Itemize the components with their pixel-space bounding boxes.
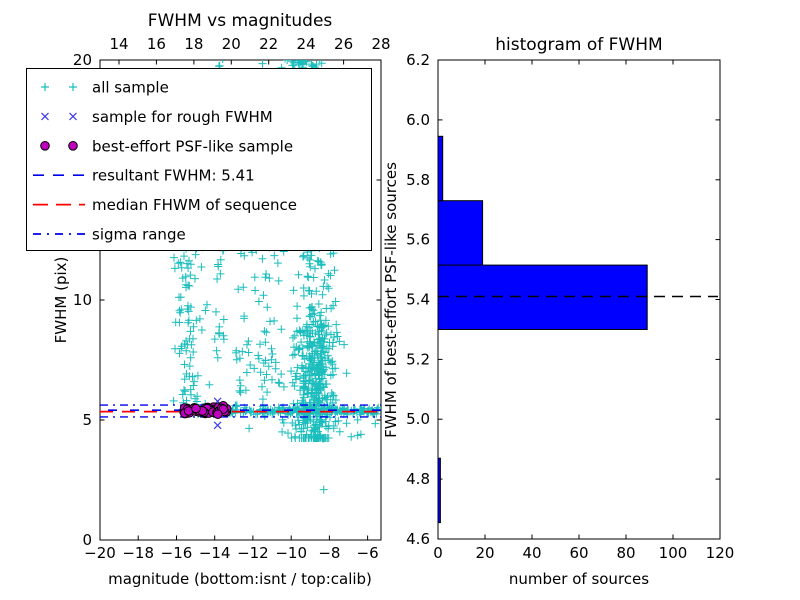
tick-label: 6.2 bbox=[406, 51, 430, 69]
legend-label: resultant FWHM: 5.41 bbox=[92, 167, 255, 185]
tick-label: −18 bbox=[122, 544, 154, 562]
circle-marker-icon bbox=[40, 141, 50, 151]
tick-label: 60 bbox=[569, 544, 588, 562]
tick-label: 5.8 bbox=[406, 171, 430, 189]
tick-label: 5.6 bbox=[406, 231, 430, 249]
tick-label: 22 bbox=[259, 35, 278, 53]
right-plot-xlabel: number of sources bbox=[509, 570, 649, 588]
tick-label: 5.0 bbox=[406, 410, 430, 428]
left-plot-title: FWHM vs magnitudes bbox=[148, 11, 333, 31]
histogram-bar bbox=[437, 264, 648, 331]
legend-label: sigma range bbox=[92, 226, 186, 244]
tick-label: 100 bbox=[659, 544, 688, 562]
tick-label: 4.6 bbox=[406, 530, 430, 548]
legend-entry: median FHWM of sequence bbox=[33, 196, 297, 214]
x-marker-icon bbox=[41, 112, 49, 121]
histogram-bar bbox=[437, 135, 444, 202]
legend-box: all sample sample for rough FWHM best-effo… bbox=[26, 68, 372, 251]
legend-entry: all sample bbox=[41, 79, 169, 97]
scatter-points bbox=[100, 60, 381, 494]
tick-label: −16 bbox=[161, 544, 193, 562]
axis-ticks: −20 −18 −16 −14 −12 −10 −8 −6 14 16 18 20 22 24 26 28 0 5… bbox=[73, 35, 734, 562]
plus-marker-icon bbox=[41, 83, 49, 91]
tick-label: 0 bbox=[433, 544, 443, 562]
tick-label: 18 bbox=[184, 35, 203, 53]
tick-label: −14 bbox=[199, 544, 231, 562]
left-plot-xlabel: magnitude (bottom:isnt / top:calib) bbox=[108, 570, 372, 588]
tick-label: −8 bbox=[318, 544, 340, 562]
tick-label: −6 bbox=[357, 544, 379, 562]
legend-label: sample for rough FWHM bbox=[92, 108, 273, 126]
legend-entry: best-effort PSF-like sample bbox=[40, 137, 293, 155]
tick-label: 24 bbox=[297, 35, 316, 53]
right-plot-title: histogram of FWHM bbox=[495, 35, 662, 55]
legend-label: best-effort PSF-like sample bbox=[92, 137, 293, 155]
left-plot-data bbox=[100, 60, 381, 494]
histogram-bar bbox=[437, 200, 484, 266]
tick-label: 14 bbox=[109, 35, 128, 53]
tick-label: 0 bbox=[82, 531, 92, 549]
right-plot-ylabel: FWHM of best-effort PSF-like sources bbox=[382, 162, 400, 438]
tick-label: 5.2 bbox=[406, 350, 430, 368]
tick-label: 5 bbox=[82, 411, 92, 429]
tick-label: −10 bbox=[275, 544, 307, 562]
left-plot-ylabel: FWHM (pix) bbox=[52, 257, 70, 344]
tick-label: −12 bbox=[237, 544, 269, 562]
legend-frame bbox=[26, 68, 372, 251]
tick-label: 20 bbox=[222, 35, 241, 53]
legend-entry: sample for rough FWHM bbox=[41, 108, 273, 126]
tick-label: 80 bbox=[616, 544, 635, 562]
legend-entry: sigma range bbox=[33, 226, 186, 244]
tick-label: 10 bbox=[73, 291, 92, 309]
tick-label: 28 bbox=[371, 35, 390, 53]
circle-marker-icon bbox=[68, 141, 78, 151]
tick-label: 6.0 bbox=[406, 111, 430, 129]
x-marker-icon bbox=[69, 112, 77, 121]
legend-entry: resultant FWHM: 5.41 bbox=[33, 167, 255, 185]
tick-label: 20 bbox=[475, 544, 494, 562]
tick-label: 4.8 bbox=[406, 470, 430, 488]
tick-label: 26 bbox=[334, 35, 353, 53]
tick-label: 5.4 bbox=[406, 291, 430, 309]
tick-label: 120 bbox=[706, 544, 735, 562]
legend-label: all sample bbox=[92, 79, 169, 97]
histogram-bar bbox=[437, 457, 441, 524]
psf-like-sample-points bbox=[179, 401, 232, 420]
legend-label: median FHWM of sequence bbox=[92, 196, 297, 214]
plus-marker-icon bbox=[69, 83, 77, 91]
tick-label: 16 bbox=[147, 35, 166, 53]
tick-label: 20 bbox=[73, 51, 92, 69]
tick-label: −20 bbox=[84, 544, 116, 562]
histogram-bars bbox=[437, 135, 718, 524]
tick-label: 40 bbox=[522, 544, 541, 562]
